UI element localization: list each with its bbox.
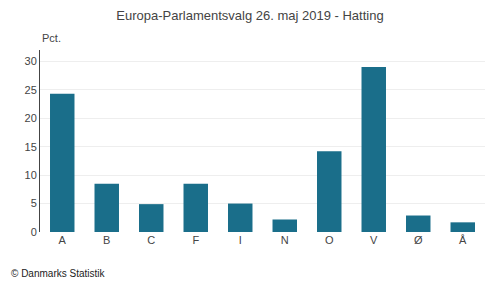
svg-text:25: 25 (25, 84, 37, 96)
svg-text:Ø: Ø (414, 234, 423, 246)
svg-text:F: F (192, 234, 199, 246)
svg-text:15: 15 (25, 141, 37, 153)
svg-text:I: I (239, 234, 242, 246)
svg-text:Europa-Parlamentsvalg 26. maj: Europa-Parlamentsvalg 26. maj 2019 - Hat… (116, 8, 383, 23)
svg-text:V: V (370, 234, 378, 246)
svg-text:20: 20 (25, 112, 37, 124)
svg-text:10: 10 (25, 169, 37, 181)
svg-text:0: 0 (31, 226, 37, 238)
svg-text:© Danmarks Statistik: © Danmarks Statistik (11, 268, 106, 279)
svg-text:30: 30 (25, 55, 37, 67)
svg-text:A: A (59, 234, 67, 246)
svg-text:O: O (325, 234, 334, 246)
svg-text:B: B (103, 234, 110, 246)
svg-text:5: 5 (31, 197, 37, 209)
svg-text:Pct.: Pct. (42, 32, 61, 44)
svg-text:Å: Å (459, 234, 467, 246)
svg-text:C: C (147, 234, 155, 246)
svg-text:N: N (281, 234, 289, 246)
